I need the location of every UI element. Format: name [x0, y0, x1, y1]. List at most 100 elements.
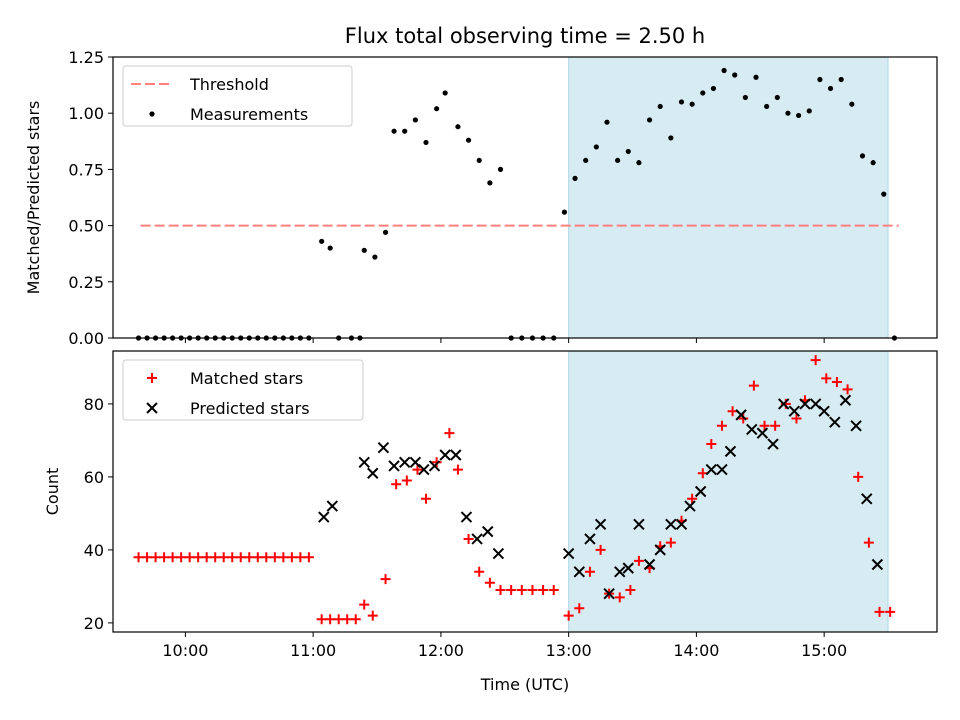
measurement-point	[583, 157, 589, 164]
predicted-stars-point	[358, 456, 370, 469]
predicted-stars-point	[439, 449, 451, 461]
matched-stars-point	[184, 552, 195, 563]
matched-stars-point	[791, 413, 802, 424]
matched-stars-point	[444, 428, 455, 439]
top-y-tick-label: 1.00	[68, 104, 104, 123]
predicted-stars-point	[603, 587, 615, 600]
measurement-point	[870, 160, 876, 166]
predicted-stars-point	[756, 427, 769, 439]
matched-stars-point	[325, 614, 336, 625]
matched-stars-point	[538, 585, 549, 596]
matched-stars-point	[359, 599, 370, 610]
measurement-point	[615, 157, 621, 164]
predicted-stars-point	[377, 442, 390, 454]
matched-stars-point	[316, 614, 327, 625]
matched-stars-point	[614, 592, 625, 603]
matched-stars-point	[295, 552, 306, 563]
bottom-y-axis-label: Count	[43, 468, 62, 516]
measurement-point	[487, 180, 493, 186]
predicted-stars-point	[482, 525, 494, 538]
measurement-point	[753, 74, 759, 80]
measurement-point	[710, 85, 717, 92]
legend-label: Threshold	[189, 75, 269, 94]
predicted-stars-point	[861, 493, 873, 505]
bottom-y-tick-label: 40	[84, 541, 104, 560]
predicted-stars-point	[746, 423, 758, 436]
matched-stars-point	[563, 610, 574, 621]
measurement-point	[827, 85, 834, 92]
predicted-stars-point	[767, 438, 779, 450]
matched-stars-point	[738, 413, 749, 424]
matched-stars-point	[431, 457, 442, 468]
bottom-axes-frame	[112, 350, 938, 633]
predicted-stars-point	[367, 467, 379, 479]
top-y-tick-label: 0.50	[68, 217, 104, 236]
matched-stars-point	[821, 373, 832, 384]
measurement-point	[721, 67, 727, 74]
matched-stars-point	[484, 577, 495, 588]
legend-label: Matched stars	[190, 369, 303, 388]
matched-stars-point	[874, 606, 885, 617]
matched-stars-point	[412, 464, 423, 475]
predicted-stars-point	[829, 416, 841, 428]
matched-stars-point	[548, 585, 559, 596]
matched-stars-point	[133, 552, 144, 563]
x-tick-label: 14:00	[673, 641, 719, 660]
matched-stars-point	[244, 552, 255, 563]
matched-stars-point	[687, 493, 698, 504]
matched-stars-point	[474, 566, 485, 577]
measurement-point	[625, 148, 631, 155]
matched-stars-point	[516, 585, 527, 596]
matched-stars-point	[303, 552, 314, 563]
matched-stars-point	[278, 552, 289, 563]
measurement-point	[689, 101, 695, 107]
matched-stars-point	[235, 552, 246, 563]
measurement-point	[881, 191, 887, 197]
measurement-point	[402, 128, 408, 134]
matched-stars-point	[350, 614, 361, 625]
matched-stars-point	[463, 533, 474, 544]
predicted-stars-point	[388, 460, 400, 472]
top-y-tick-label: 1.25	[68, 48, 104, 67]
matched-stars-point	[810, 355, 821, 366]
measurement-point	[838, 76, 844, 83]
legend-predicted-swatch	[146, 402, 158, 414]
measurement-point	[391, 128, 397, 134]
predicted-stars-point	[705, 463, 718, 476]
predicted-stars-point	[777, 398, 790, 410]
matched-stars-point	[584, 566, 595, 577]
bottom-legend: Matched stars Predicted stars	[122, 359, 364, 421]
matched-stars-point	[625, 585, 636, 596]
x-tick-label: 12:00	[418, 641, 464, 660]
matched-stars-point	[595, 544, 606, 555]
matched-stars-point	[748, 380, 759, 391]
matched-stars-point	[633, 555, 644, 566]
measurement-point	[361, 247, 367, 253]
predicted-stars-point	[799, 398, 811, 410]
predicted-stars-point	[318, 511, 330, 523]
measurement-point	[859, 153, 866, 159]
top-y-tick-label: 0.75	[68, 160, 104, 179]
measurement-point	[636, 160, 642, 166]
matched-stars-point	[252, 552, 263, 563]
measurement-point	[327, 245, 333, 251]
top-legend-box	[122, 65, 353, 127]
matched-stars-point	[706, 439, 717, 450]
measurement-point	[785, 110, 791, 116]
predicted-stars-point	[562, 547, 575, 560]
predicted-stars-point	[633, 518, 645, 531]
predicted-stars-point	[850, 420, 862, 432]
matched-stars-point	[401, 475, 412, 486]
matched-stars-point	[863, 537, 874, 548]
matched-stars-point	[210, 552, 221, 563]
matched-stars-point	[142, 552, 153, 563]
matched-stars-point	[574, 603, 585, 614]
matched-stars-point	[527, 585, 538, 596]
predicted-stars-point	[694, 485, 707, 498]
matched-stars-point	[391, 479, 402, 490]
predicted-stars-point	[622, 562, 634, 574]
predicted-stars-point	[839, 394, 852, 406]
matched-stars-point	[167, 552, 178, 563]
top-y-tick-label: 0.25	[68, 273, 104, 292]
predicted-stars-point	[471, 533, 483, 545]
